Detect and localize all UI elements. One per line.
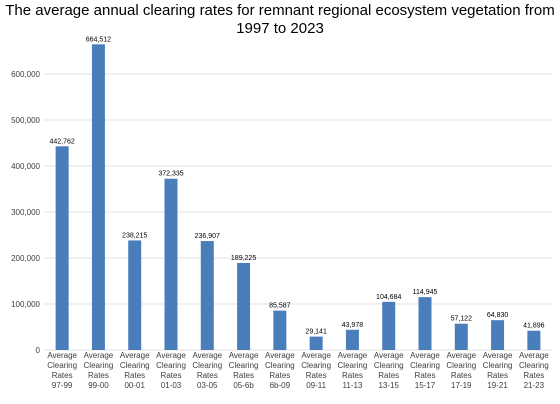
bar [273, 311, 286, 350]
data-label: 29,141 [305, 329, 327, 336]
x-tick-label: Average Clearing Rates 11-13 [338, 351, 368, 390]
x-tick-label: Average Clearing Rates 17-19 [446, 351, 476, 390]
x-tick-label: Average Clearing Rates 19-21 [483, 351, 513, 390]
y-tick-label: 500,000 [11, 116, 40, 125]
x-tick-label: Average Clearing Rates 09-11 [301, 351, 331, 390]
x-tick-label: Average Clearing Rates 13-15 [374, 351, 404, 390]
data-labels: 442,762 664,512 238,215 372,335 236,907 189,2… [49, 36, 544, 335]
y-tick-label: 300,000 [11, 208, 40, 217]
bar [455, 324, 468, 350]
bar [346, 330, 359, 350]
bar [491, 320, 504, 350]
data-label: 64,830 [487, 312, 509, 319]
bar [92, 44, 105, 350]
x-tick-label: Average Clearing Rates 01-03 [156, 351, 186, 390]
bar [419, 297, 432, 350]
bar [56, 146, 69, 350]
y-tick-label: 0 [36, 346, 41, 355]
bar [165, 179, 178, 350]
data-label: 114,945 [413, 289, 438, 296]
data-label: 238,215 [122, 232, 147, 239]
data-label: 57,122 [451, 316, 473, 323]
x-tick-label: Average Clearing Rates 97-99 [47, 351, 77, 390]
data-label: 372,335 [158, 171, 183, 178]
data-label: 236,907 [195, 233, 220, 240]
data-label: 41,896 [523, 323, 545, 330]
x-tick-label: Average Clearing Rates 15-17 [410, 351, 440, 390]
data-label: 189,225 [231, 255, 256, 262]
x-tick-label: Average Clearing Rates 21-23 [519, 351, 549, 390]
grid-layer [44, 74, 552, 350]
x-tick-label: Average Clearing Rates 99-00 [84, 351, 114, 390]
bar [201, 241, 214, 350]
data-label: 85,587 [269, 303, 291, 310]
bar [128, 240, 141, 350]
bar [310, 337, 323, 350]
data-label: 442,762 [49, 138, 74, 145]
bar [382, 302, 395, 350]
bar [237, 263, 250, 350]
y-tick-label: 400,000 [11, 162, 40, 171]
data-label: 104,684 [376, 294, 401, 301]
y-tick-label: 100,000 [11, 300, 40, 309]
x-tick-label: Average Clearing Rates 00-01 [120, 351, 150, 390]
x-tick-label: Average Clearing Rates 6b-09 [265, 351, 295, 390]
x-tick-label: Average Clearing Rates 05-6b [229, 351, 259, 390]
y-axis: 0 100,000 200,000 300,000 400,000 500,000 600,… [11, 70, 40, 355]
data-label: 664,512 [86, 36, 111, 43]
y-tick-label: 200,000 [11, 254, 40, 263]
bar [527, 331, 540, 350]
x-tick-label: Average Clearing Rates 03-05 [192, 351, 222, 390]
data-label: 43,978 [342, 322, 364, 329]
y-tick-label: 600,000 [11, 70, 40, 79]
